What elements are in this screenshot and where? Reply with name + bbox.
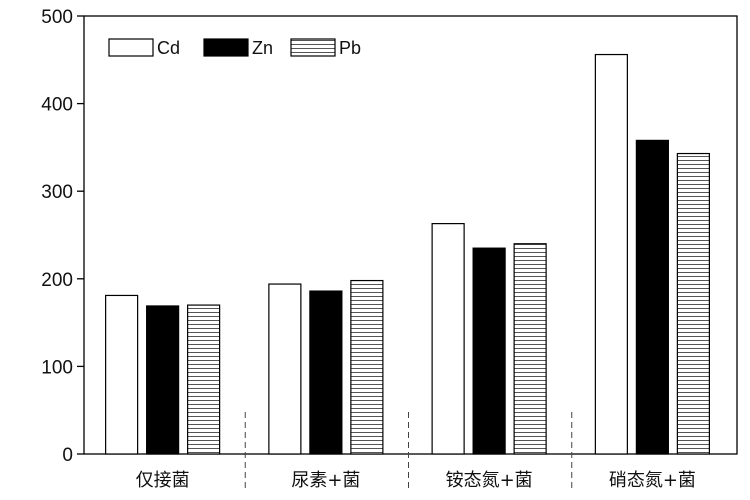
bar-zn [635,139,669,455]
chart-axes: 0 100 200 300 400 500 仅接菌 尿素+菌 铵态氮+菌 硝态氮+菌 [41,7,738,491]
x-category-label: 铵态氮+菌 [446,470,533,491]
bar-cd [268,283,302,455]
bar-pb [513,243,547,455]
y-tick-label: 0 [62,445,73,466]
bar-pb [187,304,221,455]
legend-swatch-pb [290,38,336,57]
legend-label-zn: Zn [252,38,273,58]
chart-legend: Cd Zn Pb [108,38,361,58]
bar-zn [146,305,180,455]
bar-pb [676,152,710,455]
y-tick-label: 100 [41,357,73,378]
legend-swatch-zn [203,38,249,57]
x-category-label: 硝态氮+菌 [609,470,696,491]
y-tick-label: 200 [41,270,73,291]
legend-label-cd: Cd [157,38,180,58]
bar-pb [350,279,384,455]
bar-cd [594,53,628,455]
bar-zn [472,247,506,455]
legend-label-pb: Pb [339,38,361,58]
y-tick-label: 500 [41,7,73,28]
plot-frame [83,15,738,455]
bar-cd [105,294,139,455]
chart-bars [105,53,710,455]
y-tick-label: 400 [41,95,73,116]
x-category-label: 尿素+菌 [291,470,360,491]
y-tick-label: 300 [41,182,73,203]
x-category-label: 仅接菌 [136,470,190,491]
legend-swatch-cd [108,38,154,57]
bar-cd [431,223,465,455]
bar-zn [309,290,343,455]
